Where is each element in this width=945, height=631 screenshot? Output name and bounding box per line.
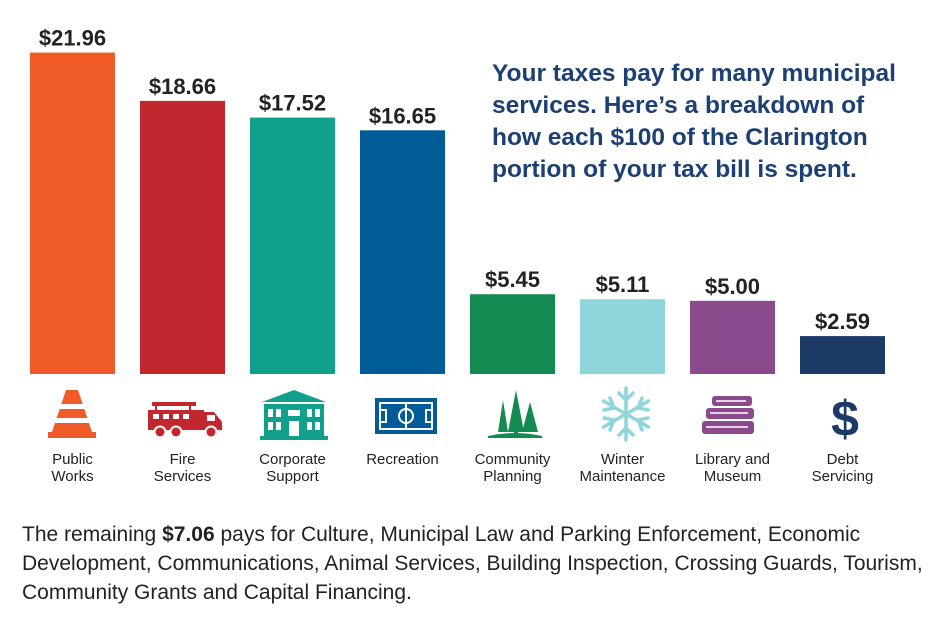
remaining-note: The remaining $7.06 pays for Culture, Mu…	[22, 520, 932, 607]
category-label-6: Library and Museum	[695, 451, 770, 485]
traffic-cone-icon	[48, 390, 96, 438]
category-label-3: Recreation	[366, 451, 439, 468]
value-label-3: $16.65	[369, 103, 436, 128]
value-labels: $21.96 $18.66 $17.52 $16.65 $5.45 $5.11 $5.00 $…	[39, 26, 870, 335]
dollar-sign-icon: $	[831, 391, 859, 447]
value-label-0: $21.96	[39, 26, 106, 51]
category-label-1: Fire Services	[154, 451, 212, 485]
bar-1	[140, 100, 225, 375]
bar-5	[580, 299, 665, 374]
svg-text:$: $	[831, 391, 859, 447]
category-label-2: Corporate Support	[259, 451, 326, 485]
bars	[30, 52, 885, 375]
category-label-0: Public Works	[51, 451, 93, 485]
bar-7	[800, 336, 885, 374]
remaining-amount: $7.06	[162, 523, 215, 546]
remaining-note-text: pays for Culture, Municipal Law and Park…	[22, 523, 923, 604]
pine-trees-icon	[488, 390, 542, 438]
value-label-6: $5.00	[705, 274, 760, 299]
value-label-1: $18.66	[149, 74, 216, 99]
headline: Your taxes pay for many municipal servic…	[492, 58, 932, 186]
headline-line: portion of your tax bill is spent.	[492, 156, 857, 183]
category-label-5: Winter Maintenance	[580, 451, 666, 485]
value-label-2: $17.52	[259, 91, 326, 116]
bar-4	[470, 294, 555, 374]
headline-line: how each $100 of the Clarington	[492, 124, 868, 151]
bar-6	[690, 300, 775, 374]
bar-2	[250, 117, 335, 374]
remaining-note-prefix: The remaining	[22, 523, 163, 546]
books-icon	[702, 396, 754, 434]
bar-0	[30, 52, 115, 375]
category-label-4: Community Planning	[475, 451, 551, 485]
headline-line: Your taxes pay for many municipal	[492, 60, 896, 87]
headline-line: services. Here’s a breakdown of	[492, 92, 865, 119]
value-label-5: $5.11	[596, 272, 650, 297]
value-label-7: $2.59	[815, 309, 870, 334]
category-labels: Public Works Fire Services Corporate Support R…	[51, 451, 873, 485]
snowflake-icon	[601, 386, 651, 442]
building-icon	[260, 390, 328, 440]
bar-3	[360, 130, 445, 374]
sports-field-icon	[375, 398, 437, 434]
fire-truck-icon	[148, 402, 222, 439]
category-icons: $	[48, 386, 859, 447]
category-label-7: Debt Servicing	[812, 451, 874, 485]
value-label-4: $5.45	[485, 267, 540, 292]
